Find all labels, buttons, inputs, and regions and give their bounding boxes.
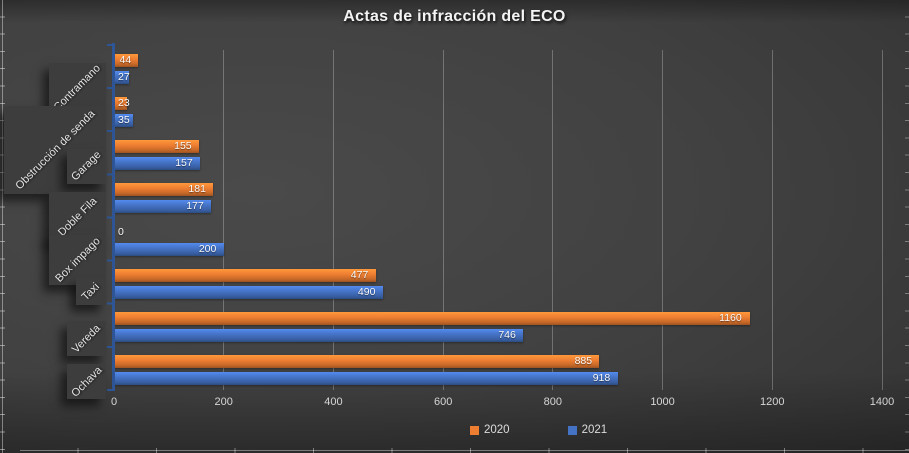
legend-label: 2020 [484,424,510,436]
category-group-Ochava: 885 918 [114,347,882,390]
bar-track: 35 [114,113,882,127]
bar-2021-Ochava[interactable] [114,372,618,386]
category-group-Box impago: 0 200 [114,218,882,261]
category-group-Doble Fila: 181 177 [114,174,882,217]
bar-2021-Contramano[interactable] [114,70,129,84]
category-group-Vereda: 1160 746 [114,304,882,347]
data-label-2021-Vereda: 746 [498,329,516,342]
data-label-2021-Contramano: 27 [118,70,130,83]
bar-track: 490 [114,286,882,300]
bar-2020-Garage[interactable] [114,139,200,153]
x-axis-label-600: 600 [433,396,453,408]
category-axis-line [112,43,115,391]
bar-2021-Vereda[interactable] [114,329,524,343]
bar-2021-Box impago[interactable] [114,243,224,257]
gridline-1200 [771,50,773,390]
bar-track: 44 [114,53,882,67]
worksheet-row-ticks-left [0,0,5,453]
worksheet-gridline-left [2,0,3,453]
gridline-600 [442,50,444,390]
bar-track: 0 [114,226,882,239]
x-axis-label-400: 400 [324,396,343,408]
bar-2020-Vereda[interactable] [114,312,751,326]
legend-swatch-2020 [470,425,479,435]
bar-track: 177 [114,199,882,213]
bar-2021-Taxi[interactable] [114,286,383,300]
bar-track: 200 [114,243,882,257]
bar-2020-Doble Fila[interactable] [114,182,214,196]
data-label-2021-Taxi: 490 [357,286,376,299]
category-label-Taxi[interactable]: Taxi [76,278,106,306]
bar-2020-Ochava[interactable] [114,355,600,369]
chart-title: Actas de infracción del ECO [343,8,566,25]
category-label-Contramano[interactable]: Contramano [49,62,106,113]
category-label-text: Taxi [79,280,103,303]
category-axis-ticks [107,44,112,392]
gridline-400 [332,50,334,390]
bar-2020-Obstrucción de senda[interactable] [114,96,127,110]
bar-2021-Obstrucción de senda[interactable] [114,113,134,127]
data-label-2020-Taxi: 477 [350,269,369,282]
bar-track: 27 [114,70,882,84]
legend-item-2020[interactable]: 2020 [470,424,510,436]
x-axis-label-1200: 1200 [760,396,785,408]
data-label-2020-Box impago: 0 [118,226,124,239]
gridline-1400 [881,50,883,390]
worksheet-column-ticks-bottom [0,448,909,453]
x-axis-label-800: 800 [543,396,563,408]
bar-track: 1160 [114,312,882,326]
category-label-text: Garage [69,149,104,184]
worksheet-row-ticks-right [905,0,909,453]
gridline-800 [552,50,554,390]
category-group-Obstrucción de senda: 23 35 [114,88,882,131]
x-axis-label-200: 200 [214,396,233,408]
x-axis-label-1400: 1400 [869,396,895,408]
category-label-text: Ochava [68,364,105,400]
data-label-2021-Doble Fila: 177 [186,199,204,212]
bar-track: 477 [114,269,882,283]
legend-swatch-2021 [567,425,577,435]
gridline-200 [223,50,225,390]
data-label-2021-Ochava: 918 [592,372,611,385]
bar-2021-Doble Fila[interactable] [114,199,212,213]
category-group-Garage: 155 157 [114,131,882,174]
bar-2021-Garage[interactable] [114,156,201,170]
data-label-2021-Obstrucción de senda: 35 [118,113,130,126]
gridline-1000 [662,50,664,390]
plot-area: 44 27 23 35 155 157 181 177 0 200 477 490 1160 746 885… [114,45,883,390]
bar-track: 157 [114,156,882,170]
data-label-2020-Contramano: 44 [119,53,132,66]
data-label-2020-Ochava: 885 [574,355,593,368]
data-label-2021-Box impago: 200 [198,243,217,256]
x-axis-label-1000: 1000 [650,396,675,408]
category-label-Ochava[interactable]: Ochava [67,364,106,400]
legend-item-2021[interactable]: 2021 [567,424,608,436]
bar-2020-Taxi[interactable] [114,269,376,283]
bar-track: 155 [114,139,882,153]
bar-2020-Contramano[interactable] [114,53,139,67]
category-group-Contramano: 44 27 [114,45,882,88]
data-label-2020-Vereda: 1160 [719,312,742,325]
category-group-Taxi: 477 490 [114,261,882,304]
data-label-2020-Obstrucción de senda: 23 [118,96,130,109]
category-label-Doble Fila[interactable]: Doble Fila [49,191,106,243]
data-label-2020-Doble Fila: 181 [188,182,206,195]
legend: 2020 2021 [470,424,607,436]
data-label-2020-Garage: 155 [174,139,192,152]
data-label-2021-Garage: 157 [175,156,193,169]
worksheet-gridline-bottom [20,450,909,451]
legend-label: 2021 [581,424,608,436]
bar-track: 885 [114,355,882,369]
bar-track: 23 [114,96,882,110]
bar-track: 746 [114,329,882,343]
category-label-text: Doble Fila [55,195,100,239]
bar-track: 181 [114,182,882,196]
category-label-Box impago[interactable]: Box impago [49,235,106,286]
bar-track: 918 [114,372,882,386]
category-label-Garage[interactable]: Garage [67,148,106,184]
category-label-text: Vereda [69,322,104,356]
category-label-Vereda[interactable]: Vereda [67,321,106,357]
